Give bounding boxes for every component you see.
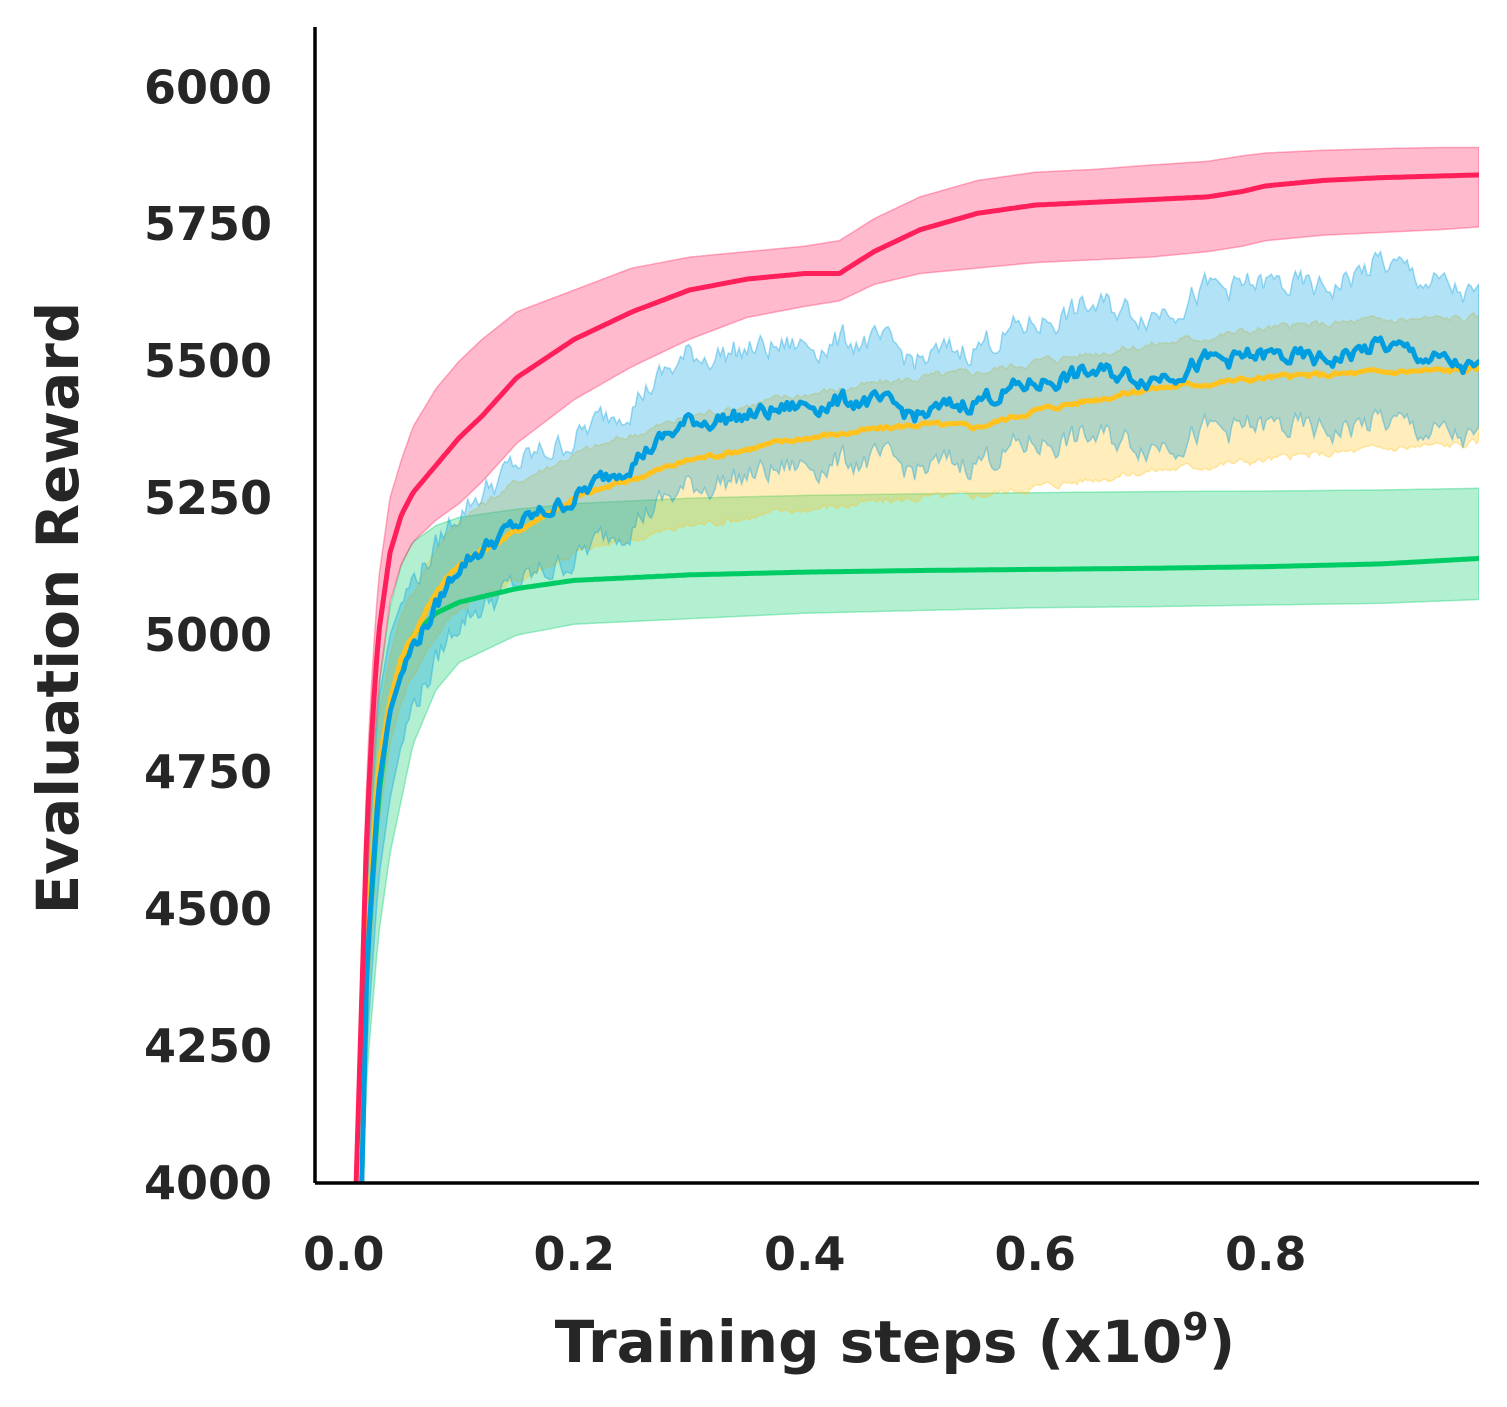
- confidence-bands: [354, 146, 1479, 1183]
- mean-lines: [353, 172, 1479, 1183]
- y-tick-label: 6000: [144, 60, 272, 114]
- y-tick-label: 5500: [144, 334, 272, 388]
- y-tick-label: 4250: [144, 1019, 272, 1073]
- y-tick-labels: 4000 4250 4500 4750 5000 5250 5500 5750 6000: [144, 60, 272, 1210]
- x-tick-label: 0.2: [534, 1227, 616, 1281]
- x-tick-label: 0.6: [995, 1227, 1077, 1281]
- x-tick-label: 0.0: [303, 1227, 385, 1281]
- y-tick-label: 5000: [144, 608, 272, 662]
- x-tick-label: 0.4: [764, 1227, 846, 1281]
- x-tick-labels: 0.0 0.2 0.4 0.6 0.8: [303, 1227, 1307, 1281]
- band-blue: [360, 249, 1479, 1183]
- y-axis-title: Evaluation Reward: [24, 302, 92, 915]
- x-axis-title-main: Training steps (x10: [555, 1308, 1182, 1376]
- y-tick-label: 4750: [144, 745, 272, 799]
- y-tick-label: 5750: [144, 197, 272, 251]
- x-axis-title: Training steps (x109): [555, 1305, 1235, 1376]
- y-tick-label: 5250: [144, 471, 272, 525]
- y-tick-label: 4500: [144, 882, 272, 936]
- line-blue: [359, 335, 1479, 1183]
- x-axis-title-exponent: 9: [1182, 1305, 1208, 1349]
- band-green: [360, 487, 1479, 1183]
- line-green: [359, 555, 1479, 1183]
- y-tick-label: 4000: [144, 1156, 272, 1210]
- x-axis-title-suffix: ): [1209, 1308, 1236, 1376]
- line-red: [353, 172, 1479, 1183]
- axes: [313, 27, 1479, 1185]
- x-tick-label: 0.8: [1225, 1227, 1307, 1281]
- band-red: [354, 146, 1479, 1183]
